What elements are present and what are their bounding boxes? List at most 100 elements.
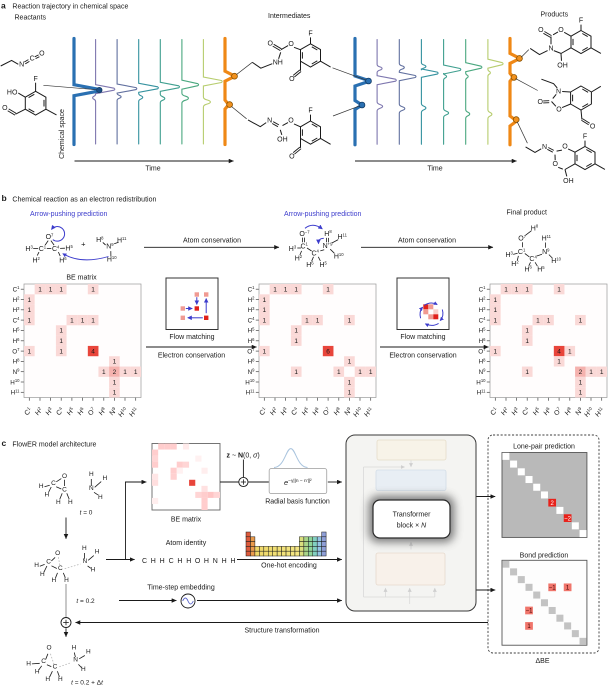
svg-text:H: H [45, 492, 50, 499]
svg-text:N: N [213, 558, 218, 565]
svg-text:O: O [562, 144, 568, 151]
svg-text:H6: H6 [524, 265, 532, 274]
svg-text:+: + [81, 240, 86, 249]
svg-text:1: 1 [91, 317, 95, 324]
svg-text:Arrow-pushing prediction: Arrow-pushing prediction [284, 211, 362, 218]
svg-text:1: 1 [527, 624, 531, 630]
svg-text:H10: H10 [10, 378, 20, 386]
svg-text:C: C [41, 658, 46, 665]
svg-text:H8: H8 [479, 357, 487, 365]
svg-text:1: 1 [123, 369, 127, 376]
svg-text:t = 0: t = 0 [80, 510, 93, 517]
svg-text:H6: H6 [311, 406, 323, 418]
svg-text:H11: H11 [246, 388, 256, 396]
svg-text:C4: C4 [529, 254, 537, 263]
svg-text:c: c [2, 438, 7, 448]
svg-text:O: O [289, 76, 295, 83]
svg-text:H2: H2 [268, 406, 280, 418]
svg-text:1: 1 [326, 287, 330, 294]
svg-text:N: N [556, 89, 561, 96]
svg-text:C: C [46, 559, 51, 566]
svg-text:t = 0.2: t = 0.2 [76, 598, 95, 605]
svg-text:1: 1 [493, 307, 497, 314]
svg-text:Lone-pair prediction: Lone-pair prediction [513, 444, 575, 451]
svg-text:H8: H8 [96, 235, 104, 244]
svg-text:1: 1 [579, 379, 583, 386]
svg-text:C4: C4 [248, 316, 256, 324]
svg-text:1: 1 [38, 287, 42, 294]
svg-text:1: 1 [27, 297, 31, 304]
svg-text:−1: −1 [526, 609, 534, 615]
svg-text:1: 1 [504, 287, 508, 294]
svg-text:1: 1 [557, 359, 561, 366]
svg-text:Time-step embedding: Time-step embedding [147, 585, 215, 592]
svg-text:Flow matching: Flow matching [400, 334, 445, 341]
svg-text:H5: H5 [537, 265, 545, 274]
svg-text:1: 1 [557, 287, 561, 294]
svg-text:OH: OH [277, 137, 288, 144]
svg-text:O: O [195, 558, 201, 565]
svg-text:2: 2 [551, 501, 555, 507]
svg-text:1: 1 [294, 328, 298, 335]
svg-text:N: N [82, 558, 87, 565]
svg-text:1: 1 [536, 317, 540, 324]
svg-text:H6: H6 [306, 261, 314, 270]
svg-text:1: 1 [348, 390, 352, 397]
svg-text:H8: H8 [248, 357, 256, 365]
svg-text:H8: H8 [13, 357, 21, 365]
svg-text:1: 1 [59, 287, 63, 294]
svg-text:−2: −2 [564, 516, 572, 522]
svg-text:H10: H10 [551, 256, 561, 265]
svg-text:4: 4 [557, 348, 561, 355]
svg-text:H5: H5 [531, 406, 543, 418]
svg-text:N: N [89, 485, 94, 492]
svg-text:O: O [55, 550, 60, 557]
svg-text:z ~ N(0, σ): z ~ N(0, σ) [227, 453, 260, 460]
svg-text:block × N: block × N [397, 523, 427, 530]
svg-text:H3: H3 [248, 306, 256, 314]
svg-text:H11: H11 [11, 388, 21, 396]
svg-text:e−γ||n − n′||²: e−γ||n − n′||² [284, 478, 312, 487]
svg-text:1: 1 [348, 379, 352, 386]
svg-text:O: O [552, 161, 558, 168]
svg-text:H5: H5 [65, 244, 73, 253]
svg-text:1: 1 [369, 369, 373, 376]
svg-text:H8: H8 [324, 229, 332, 238]
svg-text:1: 1 [337, 369, 341, 376]
svg-text:F: F [583, 134, 587, 141]
svg-text:H2: H2 [499, 406, 511, 418]
svg-text:Chemical space: Chemical space [59, 109, 66, 159]
svg-text:H2: H2 [13, 296, 21, 304]
svg-text:Transformer: Transformer [393, 512, 432, 519]
svg-text:O: O [2, 105, 8, 112]
svg-text:1: 1 [262, 297, 266, 304]
svg-text:C: C [51, 480, 56, 487]
svg-text:O: O [558, 27, 564, 34]
svg-text:H: H [91, 567, 96, 574]
svg-text:H: H [222, 558, 227, 565]
svg-text:O: O [538, 27, 544, 34]
svg-text:O: O [289, 153, 295, 160]
svg-text:C4: C4 [289, 406, 301, 418]
svg-text:Atom conservation: Atom conservation [398, 237, 456, 244]
svg-text:1: 1 [515, 287, 519, 294]
svg-text:H5: H5 [13, 326, 21, 334]
svg-text:2: 2 [579, 369, 583, 376]
svg-text:C1: C1 [257, 406, 269, 418]
svg-text:1: 1 [273, 287, 277, 294]
svg-text:O: O [39, 51, 45, 58]
svg-text:Reaction trajectory in chemica: Reaction trajectory in chemical space [12, 3, 128, 10]
svg-text:H: H [151, 558, 156, 565]
svg-text:N+9: N+9 [323, 241, 334, 250]
svg-text:H: H [72, 645, 77, 652]
svg-text:H6: H6 [13, 337, 21, 345]
svg-text:H2: H2 [479, 296, 487, 304]
svg-text:1: 1 [49, 287, 53, 294]
svg-text:1: 1 [316, 317, 320, 324]
svg-text:H10: H10 [476, 378, 486, 386]
svg-text:N9: N9 [106, 242, 114, 251]
svg-text:H6: H6 [542, 406, 554, 418]
svg-text:1: 1 [568, 348, 572, 355]
svg-text:1: 1 [493, 297, 497, 304]
svg-text:C1: C1 [13, 285, 21, 293]
